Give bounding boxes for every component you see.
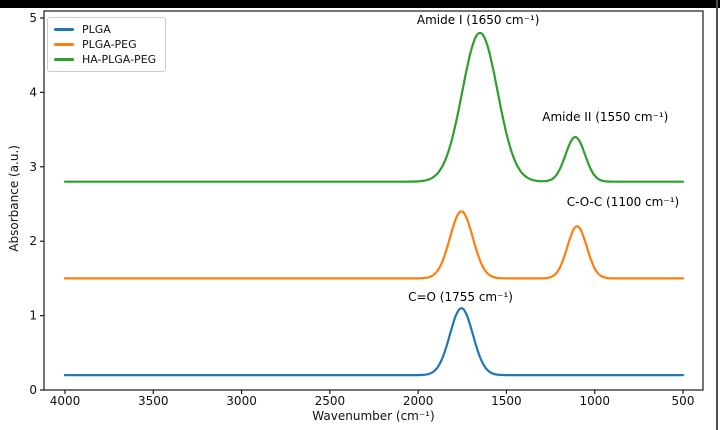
legend-item-plga: PLGA [54, 22, 156, 37]
peak-annotation: C=O (1755 cm⁻¹) [408, 290, 513, 304]
legend-label-plga: PLGA [82, 23, 111, 36]
window-right-border [716, 0, 718, 430]
peak-annotation: Amide I (1650 cm⁻¹) [417, 13, 540, 27]
x-tick-label: 1500 [491, 394, 522, 408]
legend-line-swatch-plga [54, 28, 74, 31]
legend-label-plga-peg: PLGA-PEG [82, 38, 137, 51]
legend-item-plga-peg: PLGA-PEG [54, 37, 156, 52]
spectrum-curve-plga [63, 307, 685, 377]
x-tick-label: 3000 [226, 394, 257, 408]
axes-frame [43, 10, 704, 391]
x-tick-label: 4000 [50, 394, 81, 408]
y-tick-label: 5 [29, 11, 37, 25]
x-axis-title: Wavenumber (cm⁻¹) [312, 409, 435, 423]
y-axis-title: Absorbance (a.u.) [7, 145, 21, 252]
peak-annotation: Amide II (1550 cm⁻¹) [542, 110, 668, 124]
x-tick-label: 2500 [315, 394, 346, 408]
legend-label-ha-plga-peg: HA-PLGA-PEG [82, 53, 157, 66]
legend-line-swatch-plga-peg [54, 43, 74, 46]
y-tick-label: 2 [29, 234, 37, 248]
y-tick-label: 1 [29, 309, 37, 323]
x-tick-label: 500 [672, 394, 695, 408]
spectrum-curve-ha-plga-peg [63, 31, 685, 183]
legend: PLGA PLGA-PEG HA-PLGA-PEG [47, 17, 167, 72]
x-tick-label: 2000 [403, 394, 434, 408]
peak-annotation: C-O-C (1100 cm⁻¹) [567, 195, 680, 209]
top-black-bar [0, 0, 720, 8]
legend-line-swatch-ha-plga-peg [54, 58, 74, 61]
x-tick-label: 1000 [579, 394, 610, 408]
spectrum-curve-plga-peg [63, 210, 685, 280]
y-tick-label: 3 [29, 160, 37, 174]
x-tick-label: 3500 [138, 394, 169, 408]
y-tick-label: 0 [29, 383, 37, 397]
legend-item-ha-plga-peg: HA-PLGA-PEG [54, 52, 156, 67]
y-tick-label: 4 [29, 85, 37, 99]
